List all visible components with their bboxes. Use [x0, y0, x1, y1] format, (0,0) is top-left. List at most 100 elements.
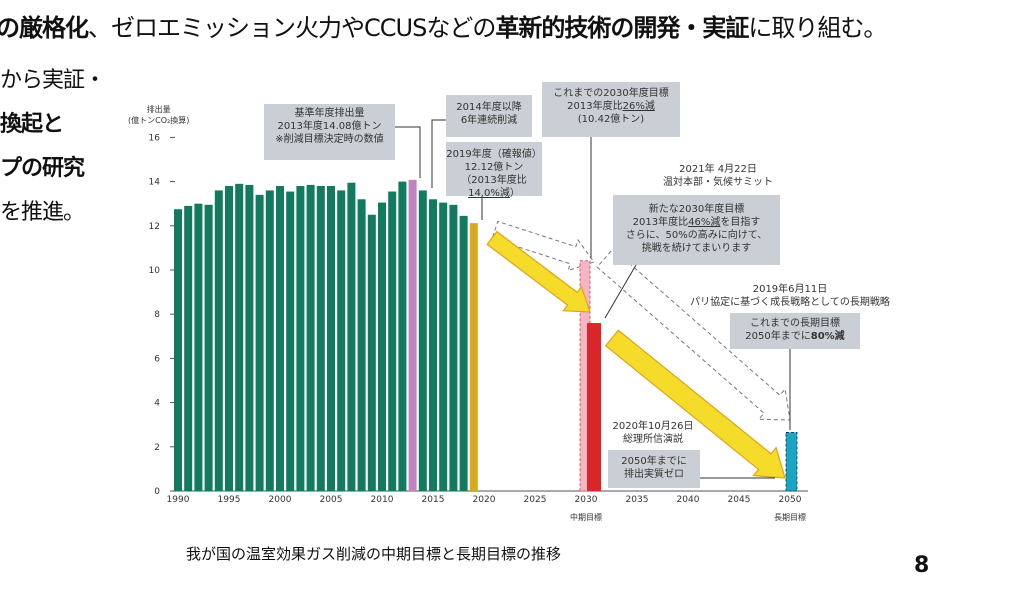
bar-2050-target [785, 432, 798, 492]
box-line: さらに、50%の高みに向けて、 [625, 230, 768, 241]
y-tick-label: 10 [149, 266, 161, 276]
text: （2013年度比 [461, 175, 527, 186]
box-line: 2019年度（確報値） [446, 149, 542, 160]
x-tick-label: 2025 [524, 495, 547, 505]
text: 14.0%減 [468, 188, 510, 199]
y-tick-label: 2 [154, 443, 160, 453]
text: 2013年度比 [632, 217, 689, 228]
bar-1993 [204, 204, 213, 491]
y-tick-label: 16 [149, 133, 161, 143]
box-line: 2050年までに80%減 [730, 330, 860, 343]
y-tick-label: 6 [154, 354, 160, 364]
x-tick-label: 2005 [320, 495, 343, 505]
bar-2003 [306, 184, 315, 492]
bar-2011 [388, 191, 397, 492]
x-tick-label: 2010 [371, 495, 394, 505]
text: 80%減 [810, 331, 845, 342]
box-line: 排出実質ゼロ [624, 469, 684, 480]
bar-1994 [214, 190, 223, 491]
bar-2006 [337, 190, 346, 491]
top-text-bold-3: 革新的技術の開発・実証 [495, 14, 749, 42]
leader-since2014 [431, 119, 446, 188]
text: 2050年までに [745, 331, 811, 342]
y-tick-label: 4 [154, 399, 160, 409]
bar-2030-new-target [587, 323, 601, 491]
bar-2012 [398, 181, 407, 491]
net-zero-box: 2050年までに 排出実質ゼロ [608, 450, 700, 488]
box-line: （2013年度比 14.0%減） [446, 174, 542, 200]
note-line: 2019年6月11日 [752, 284, 828, 295]
y-tick-label: 0 [154, 487, 160, 497]
bar-1997 [245, 184, 254, 492]
box-line: 挑戦を続けてまいります [641, 243, 752, 254]
bar-2016 [439, 202, 448, 491]
bar-1990 [174, 209, 182, 491]
bar-2000 [276, 186, 284, 491]
y-axis-label: 排出量 (億トンCO₂換算) [128, 104, 189, 126]
leader-new-2030 [604, 264, 637, 319]
box-line: 12.12億トン [464, 162, 524, 173]
box-line: 2014年度以降 [456, 102, 522, 113]
chart-caption: 我が国の温室効果ガス削減の中期目標と長期目標の推移 [186, 545, 562, 563]
left-text-line: プの研究 [0, 156, 85, 181]
y-tick-label: 12 [149, 222, 160, 232]
note-line: 2020年10月26日 [612, 421, 694, 432]
bar-2018 [459, 215, 468, 492]
box-line: 6年連続削減 [460, 115, 518, 126]
text: を目指す [720, 217, 761, 228]
summit-note: 2021年 4月22日温対本部・気候サミット [640, 163, 796, 189]
x-tick-label: 2015 [422, 495, 445, 505]
old-path-dashed-arrow [491, 220, 595, 272]
box-line: 2050年までに [621, 456, 687, 467]
bar-1991 [184, 205, 193, 491]
bar-2014 [418, 190, 427, 491]
text: 26%減 [622, 101, 655, 112]
old-2030-box: これまでの2030年度目標 2013年度比26%減 (10.42億トン) [542, 82, 680, 137]
old-long-box: これまでの長期目標 2050年までに80%減 [730, 313, 860, 349]
page-number: 8 [914, 553, 930, 578]
y-tick-label: 14 [149, 178, 161, 188]
fy2019-box: 2019年度（確報値） 12.12億トン （2013年度比 14.0%減） [446, 142, 542, 199]
paris-note: 2019年6月11日パリ協定に基づく成長戦略としての長期戦略 [680, 283, 900, 309]
bar-1992 [194, 203, 203, 491]
box-line: 2013年度比26%減 [542, 100, 680, 113]
bar-1996 [235, 183, 244, 491]
y-axis-label-line: 排出量 [146, 105, 171, 114]
x-tick-label: 1990 [167, 495, 190, 505]
text: 46%減 [688, 217, 721, 228]
reduction-arrow-2050 [604, 329, 786, 479]
box-line: 基準年度排出量 [294, 108, 365, 119]
box-line: 新たな2030年度目標 [648, 204, 745, 215]
top-text-2: 、ゼロエミッション火力やCCUSなどの [88, 14, 496, 42]
y-tick-label: 8 [154, 310, 160, 320]
top-text-line: の厳格化、ゼロエミッション火力やCCUSなどの革新的技術の開発・実証に取り組む。 [0, 8, 887, 43]
box-line: (10.42億トン) [577, 114, 645, 125]
box-line: 2013年度比46%減を目指す [613, 216, 780, 229]
bar-2001 [286, 191, 295, 492]
bar-2010 [378, 202, 386, 491]
note-line: パリ協定に基づく成長戦略としての長期戦略 [690, 297, 890, 308]
left-text-line: 換起と [0, 112, 64, 137]
bar-2009 [367, 214, 376, 491]
x-tick-label: 2020 [473, 495, 496, 505]
note-line: 総理所信演説 [623, 434, 683, 445]
x-tick-sublabel: 長期目標 [774, 512, 806, 522]
text: 2013年度比 [567, 101, 623, 112]
top-text-4: に取り組む。 [748, 14, 887, 42]
bar-2017 [449, 204, 458, 491]
bar-2002 [296, 186, 305, 491]
speech-note: 2020年10月26日 総理所信演説 [603, 420, 703, 446]
note-line: 2021年 4月22日 [679, 164, 757, 175]
top-text-bold-1: の厳格化 [0, 14, 89, 42]
new-2030-box: 新たな2030年度目標 2013年度比46%減を目指す さらに、50%の高みに向けて… [613, 195, 780, 265]
note-line: 温対本部・気候サミット [663, 177, 773, 188]
y-axis-label-line: (億トンCO₂換算) [128, 116, 190, 125]
x-tick-label: 2030 [575, 495, 598, 505]
x-tick-label: 2000 [269, 495, 292, 505]
x-tick-label: 2050 [779, 495, 802, 505]
box-line: ※削減目標決定時の数値 [275, 134, 384, 145]
box-line: これまでの2030年度目標 [553, 88, 669, 99]
left-text-line: から実証・ [0, 68, 106, 93]
bar-2004 [316, 186, 325, 491]
x-tick-sublabel: 中期目標 [570, 512, 602, 522]
